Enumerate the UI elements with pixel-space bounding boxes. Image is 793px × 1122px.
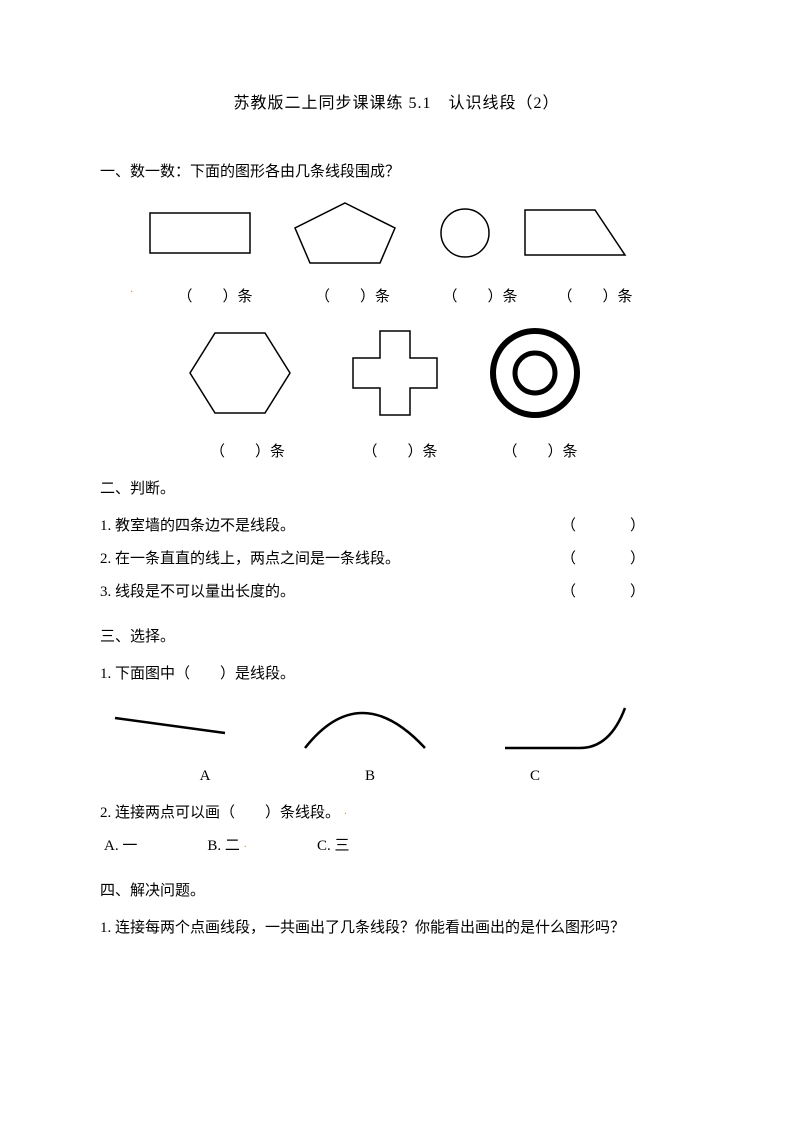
judge-item: 2. 在一条直直的线上，两点之间是一条线段。 （ ） bbox=[100, 546, 693, 573]
section2-heading: 二、判断。 bbox=[100, 476, 693, 503]
blank-label: （ ）条 bbox=[325, 439, 475, 466]
trapezoid-icon bbox=[520, 205, 630, 260]
blank-label: （ ）条 bbox=[170, 439, 325, 466]
opt-b: B. 二 · bbox=[207, 833, 247, 860]
label-c: C bbox=[460, 763, 610, 790]
judge-paren: （ ） bbox=[561, 546, 693, 573]
judge-paren: （ ） bbox=[561, 579, 693, 606]
line-b-icon bbox=[300, 703, 430, 753]
q3-lines-row bbox=[110, 703, 693, 753]
shape-pentagon bbox=[270, 198, 420, 278]
blanks-row-1: · （ ）条 （ ）条 （ ）条 （ ）条 bbox=[130, 284, 693, 311]
blanks-row-2: （ ）条 （ ）条 （ ）条 bbox=[170, 439, 693, 466]
label-b: B bbox=[280, 763, 460, 790]
section3-heading: 三、选择。 bbox=[100, 624, 693, 651]
label-a: A bbox=[110, 763, 280, 790]
shape-hexagon bbox=[160, 323, 320, 433]
opt-a: A. 一 bbox=[104, 833, 137, 860]
shape-circle bbox=[420, 203, 510, 273]
shapes-row-1 bbox=[130, 198, 693, 278]
q3-labels-row: A B C bbox=[110, 763, 693, 790]
q2-text: 2. 连接两点可以画（ ）条线段。 bbox=[100, 805, 340, 821]
shape-trapezoid bbox=[510, 205, 640, 270]
blank-label: （ ）条 bbox=[280, 284, 425, 311]
judge-item: 3. 线段是不可以量出长度的。 （ ） bbox=[100, 579, 693, 606]
blank-label: （ ）条 bbox=[150, 284, 280, 311]
blank-label: （ ）条 bbox=[425, 284, 535, 311]
section3-q2: 2. 连接两点可以画（ ）条线段。 · bbox=[100, 800, 693, 827]
judge-paren: （ ） bbox=[561, 513, 693, 540]
rectangle-icon bbox=[145, 208, 255, 258]
line-a-icon bbox=[110, 703, 230, 753]
judge-text: 1. 教室墙的四条边不是线段。 bbox=[100, 513, 295, 540]
q2-options: A. 一 B. 二 · C. 三 bbox=[104, 833, 693, 860]
blank-label: （ ）条 bbox=[475, 439, 605, 466]
judge-item: 1. 教室墙的四条边不是线段。 （ ） bbox=[100, 513, 693, 540]
judge-text: 2. 在一条直直的线上，两点之间是一条线段。 bbox=[100, 546, 400, 573]
section1-heading: 一、数一数：下面的图形各由几条线段围成？ bbox=[100, 159, 693, 186]
dot-icon: · bbox=[344, 809, 347, 820]
circle-icon bbox=[435, 203, 495, 263]
shapes-row-2 bbox=[160, 323, 693, 433]
hexagon-icon bbox=[185, 323, 295, 423]
judge-text: 3. 线段是不可以量出长度的。 bbox=[100, 579, 295, 606]
dot-icon: · bbox=[244, 842, 247, 853]
blank-label: （ ）条 bbox=[535, 284, 655, 311]
cross-icon bbox=[345, 323, 445, 423]
section4-heading: 四、解决问题。 bbox=[100, 878, 693, 905]
section3-q1: 1. 下面图中（ ）是线段。 bbox=[100, 661, 693, 688]
opt-c: C. 三 bbox=[317, 833, 350, 860]
shape-rectangle bbox=[130, 208, 270, 268]
section4-q1: 1. 连接每两个点画线段，一共画出了几条线段？你能看出画出的是什么图形吗？ bbox=[100, 915, 693, 942]
shape-cross bbox=[320, 323, 470, 433]
page-title: 苏教版二上同步课课练 5.1 认识线段（2） bbox=[100, 90, 693, 119]
line-c-icon bbox=[500, 703, 630, 753]
shape-ring bbox=[470, 323, 600, 433]
ring-icon bbox=[485, 323, 585, 423]
dot-icon: · bbox=[130, 284, 150, 311]
pentagon-icon bbox=[285, 198, 405, 268]
